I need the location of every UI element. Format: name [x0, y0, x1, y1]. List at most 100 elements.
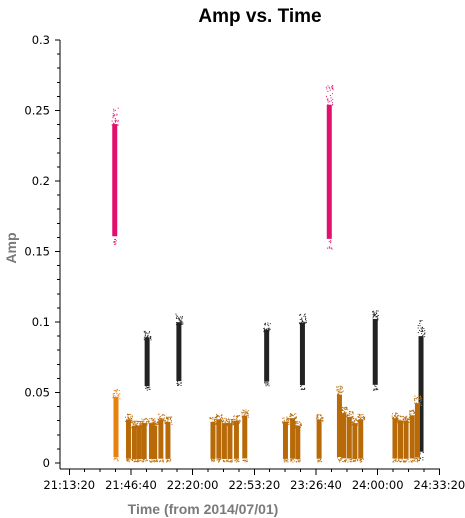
- data-point: [299, 319, 301, 321]
- data-point: [415, 402, 417, 404]
- data-point: [290, 459, 292, 461]
- data-point: [345, 407, 347, 409]
- data-point: [153, 423, 155, 425]
- data-point: [225, 422, 227, 424]
- y-tick-label: 0.05: [24, 386, 50, 400]
- data-point: [363, 418, 365, 420]
- data-point: [144, 423, 146, 425]
- data-point: [331, 86, 333, 88]
- data-point: [143, 337, 145, 339]
- data-point: [157, 460, 159, 462]
- data-point: [359, 413, 361, 415]
- data-point: [300, 424, 302, 426]
- data-point: [301, 319, 303, 321]
- data-point: [330, 241, 332, 243]
- data-point: [127, 420, 129, 422]
- data-point: [226, 423, 228, 425]
- data-point: [237, 415, 239, 417]
- data-point: [329, 95, 331, 97]
- data-point: [179, 316, 181, 318]
- data-point: [236, 420, 238, 422]
- data-cluster-brown: [227, 418, 234, 463]
- data-point: [230, 421, 232, 423]
- data-point: [357, 419, 359, 421]
- data-point: [128, 461, 130, 463]
- data-point: [244, 412, 246, 414]
- data-point: [412, 414, 414, 416]
- data-point: [300, 313, 302, 315]
- data-point: [151, 461, 153, 463]
- data-point: [355, 418, 357, 420]
- data-point: [421, 327, 423, 329]
- data-point: [164, 423, 166, 425]
- data-point: [220, 420, 222, 422]
- data-point: [353, 460, 355, 462]
- data-point: [241, 411, 243, 413]
- data-point: [364, 417, 366, 419]
- data-point: [232, 418, 234, 420]
- data-point: [376, 310, 378, 312]
- data-point: [149, 336, 151, 338]
- data-cluster-core: [144, 337, 150, 387]
- data-point: [113, 396, 115, 398]
- data-point: [376, 319, 378, 321]
- data-point: [224, 460, 226, 462]
- data-point: [327, 98, 329, 100]
- data-point: [128, 419, 130, 421]
- data-point: [154, 421, 156, 423]
- data-point: [423, 327, 425, 329]
- data-point: [239, 415, 241, 417]
- data-point: [405, 460, 407, 462]
- data-point: [244, 459, 246, 461]
- data-point: [297, 427, 299, 429]
- data-point: [287, 417, 289, 419]
- data-point: [398, 414, 400, 416]
- data-point: [134, 425, 136, 427]
- data-point: [131, 460, 133, 462]
- data-point: [424, 333, 426, 335]
- data-point: [176, 317, 178, 319]
- data-point: [346, 415, 348, 417]
- data-point: [399, 419, 401, 421]
- data-point: [325, 86, 327, 88]
- data-point: [211, 459, 213, 461]
- data-point: [422, 337, 424, 339]
- data-point: [118, 394, 120, 396]
- data-point: [113, 241, 115, 243]
- data-point: [179, 320, 181, 322]
- data-point: [346, 407, 348, 409]
- data-point: [231, 461, 233, 463]
- data-point: [263, 328, 265, 330]
- data-point: [264, 328, 266, 330]
- data-point: [232, 423, 234, 425]
- data-point: [114, 397, 116, 399]
- data-point: [242, 416, 244, 418]
- data-point: [402, 418, 404, 420]
- data-point: [139, 423, 141, 425]
- data-point: [351, 424, 353, 426]
- data-point: [283, 419, 285, 421]
- data-point: [147, 333, 149, 335]
- y-axis-label: Amp: [3, 232, 19, 263]
- data-point: [116, 399, 118, 401]
- data-point: [377, 317, 379, 319]
- data-point: [405, 417, 407, 419]
- data-point: [113, 457, 115, 459]
- data-point: [236, 415, 238, 417]
- data-point: [374, 313, 376, 315]
- data-point: [161, 419, 163, 421]
- data-point: [403, 460, 405, 462]
- data-point: [170, 416, 172, 418]
- data-point: [228, 461, 230, 463]
- data-point: [417, 460, 419, 462]
- data-point: [144, 334, 146, 336]
- data-point: [222, 459, 224, 461]
- data-point: [351, 412, 353, 414]
- data-point: [147, 334, 149, 336]
- data-point: [219, 418, 221, 420]
- data-point: [145, 422, 147, 424]
- data-point: [395, 460, 397, 462]
- data-cluster-brown: [391, 412, 400, 463]
- data-point: [421, 326, 423, 328]
